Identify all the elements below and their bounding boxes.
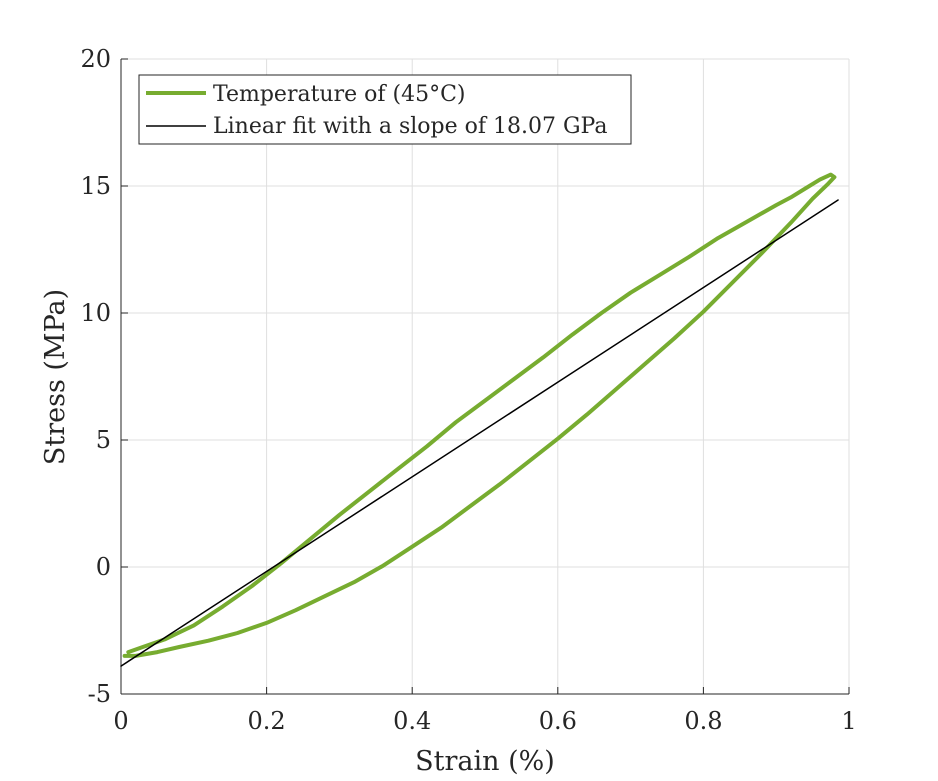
- y-tick-label: 10: [80, 299, 111, 327]
- legend: Temperature of (45°C) Linear fit with a …: [138, 74, 632, 145]
- legend-label-series-1: Linear fit with a slope of 18.07 GPa: [213, 114, 607, 139]
- x-tick-label: 1: [841, 707, 856, 735]
- y-tick-label: 20: [80, 45, 111, 73]
- x-axis-label: Strain (%): [415, 746, 555, 777]
- x-tick-label: 0.2: [248, 707, 286, 735]
- y-tick-label: 5: [96, 426, 111, 454]
- x-tick-label: 0.6: [539, 707, 577, 735]
- x-tick-label: 0.4: [393, 707, 431, 735]
- y-tick-label: 15: [80, 172, 111, 200]
- series-line-0: [122, 172, 837, 658]
- axes: [120, 58, 850, 695]
- series-group: [120, 172, 839, 667]
- y-axis-label: Stress (MPa): [40, 289, 71, 465]
- y-tick-label: -5: [88, 680, 111, 708]
- series-line-1: [120, 199, 839, 667]
- y-tick-label: 0: [96, 553, 111, 581]
- legend-label-series-0: Temperature of (45°C): [213, 82, 466, 107]
- x-tick-label: 0.8: [684, 707, 722, 735]
- plot-area: [121, 59, 849, 694]
- legend-box: [138, 74, 632, 145]
- x-tick-label: 0: [113, 707, 128, 735]
